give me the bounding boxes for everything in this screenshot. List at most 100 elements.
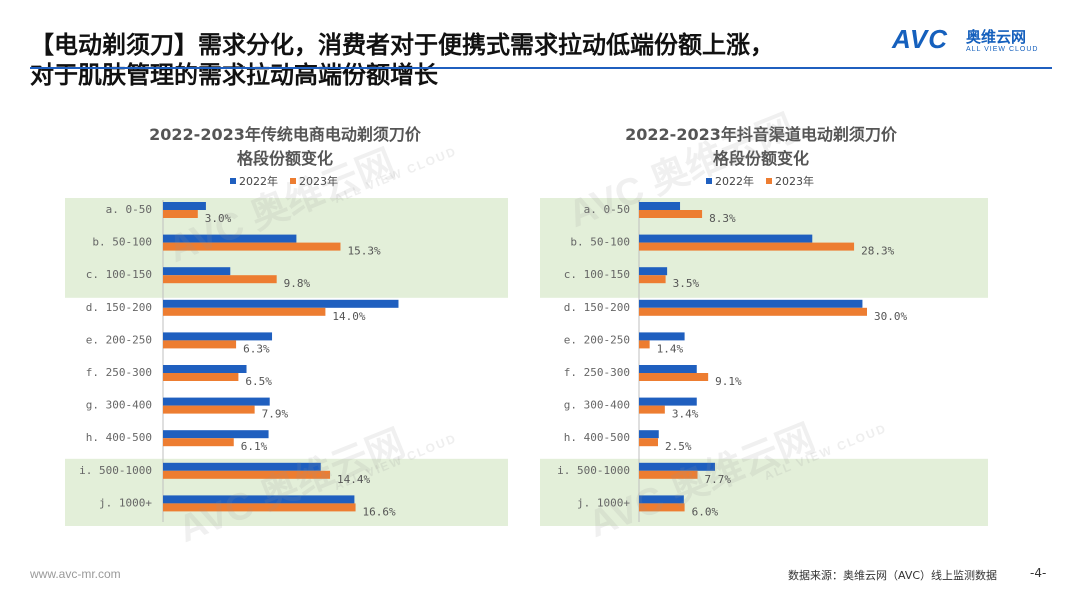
bar-1-2022-8 <box>639 462 715 471</box>
category-label-1-6: g. 300-400 <box>564 399 630 412</box>
bar-0-2023-0 <box>163 210 198 218</box>
bar-1-2023-0 <box>639 210 703 218</box>
data-label-1-6: 3.4% <box>672 408 699 421</box>
category-label-0-9: j. 1000+ <box>99 496 152 509</box>
bar-0-2023-6 <box>163 405 255 414</box>
headline-line-1: 【电动剃须刀】需求分化，消费者对于便携式需求拉动低端份额上涨， <box>30 31 774 59</box>
chart-title-1-line-1: 格段份额变化 <box>713 149 809 168</box>
category-label-1-9: j. 1000+ <box>577 496 630 509</box>
bar-1-2022-5 <box>639 365 697 373</box>
bar-1-2022-9 <box>639 495 684 504</box>
category-label-1-3: d. 150-200 <box>564 301 630 314</box>
bar-0-2022-4 <box>163 332 273 341</box>
category-label-1-7: h. 400-500 <box>564 431 630 444</box>
category-label-0-6: g. 300-400 <box>86 399 152 412</box>
data-label-0-5: 6.5% <box>245 375 272 388</box>
page-number: -4- <box>1030 566 1047 580</box>
legend-swatch-0-1 <box>290 178 296 184</box>
data-label-1-2: 3.5% <box>673 277 700 290</box>
category-label-0-2: c. 100-150 <box>86 268 152 281</box>
bar-1-2022-2 <box>639 267 668 276</box>
bar-0-2023-3 <box>163 307 326 316</box>
data-label-0-2: 9.8% <box>284 277 311 290</box>
legend-swatch-1-1 <box>766 178 772 184</box>
category-label-0-8: i. 500-1000 <box>79 464 152 477</box>
legend-label-0-0: 2022年 <box>239 174 278 188</box>
logo-brand: AVC <box>892 24 948 54</box>
bar-1-2023-7 <box>639 438 658 447</box>
category-label-1-5: f. 250-300 <box>564 366 630 379</box>
data-label-0-1: 15.3% <box>347 245 380 258</box>
bar-0-2023-9 <box>163 503 356 512</box>
bar-1-2023-9 <box>639 503 685 512</box>
footer-website: www.avc-mr.com <box>30 567 121 581</box>
legend-label-1-1: 2023年 <box>775 174 814 188</box>
bar-1-2023-8 <box>639 470 698 479</box>
bar-1-2022-0 <box>639 202 681 210</box>
footer-source: 数据来源：奥维云网（AVC）线上监测数据 <box>788 569 998 582</box>
data-label-1-7: 2.5% <box>665 440 692 453</box>
logo-en: ALL VIEW CLOUD <box>966 46 1039 53</box>
chart-title-1-line-0: 2022-2023年抖音渠道电动剃须刀价 <box>625 125 898 144</box>
header-divider <box>30 67 1052 69</box>
bar-1-2023-6 <box>639 405 665 414</box>
data-label-1-3: 30.0% <box>874 310 907 323</box>
data-label-0-4: 6.3% <box>243 342 270 355</box>
data-label-0-3: 14.0% <box>332 310 365 323</box>
bar-0-2023-7 <box>163 438 234 447</box>
legend-label-0-1: 2023年 <box>299 174 338 188</box>
data-label-1-8: 7.7% <box>705 473 732 486</box>
bar-0-2023-1 <box>163 242 341 251</box>
data-label-1-0: 8.3% <box>709 212 736 225</box>
bar-0-2022-5 <box>163 365 247 373</box>
bar-0-2022-2 <box>163 267 231 276</box>
category-label-1-0: a. 0-50 <box>584 203 630 216</box>
category-label-0-7: h. 400-500 <box>86 431 152 444</box>
data-label-1-4: 1.4% <box>657 342 684 355</box>
data-label-0-0: 3.0% <box>205 212 232 225</box>
headline-line-2: 对于肌肤管理的需求拉动高端份额增长 <box>30 61 438 89</box>
logo-cn: 奥维云网 <box>966 28 1027 46</box>
page-headline: 【电动剃须刀】需求分化，消费者对于便携式需求拉动低端份额上涨， 对于肌肤管理的需… <box>30 30 880 90</box>
category-label-0-0: a. 0-50 <box>106 203 152 216</box>
bar-0-2022-1 <box>163 234 297 243</box>
bar-0-2022-0 <box>163 202 206 210</box>
category-label-1-8: i. 500-1000 <box>557 464 630 477</box>
highlight-band-1-1 <box>540 458 988 526</box>
data-label-1-5: 9.1% <box>715 375 742 388</box>
data-label-1-1: 28.3% <box>861 245 894 258</box>
bar-0-2022-9 <box>163 495 355 504</box>
bar-0-2022-7 <box>163 430 269 439</box>
bar-1-2023-1 <box>639 242 855 251</box>
data-label-0-9: 16.6% <box>363 505 396 518</box>
chart-title-0-line-0: 2022-2023年传统电商电动剃须刀价 <box>149 125 422 144</box>
data-label-0-6: 7.9% <box>262 408 289 421</box>
category-label-0-4: e. 200-250 <box>86 333 152 346</box>
category-label-1-4: e. 200-250 <box>564 333 630 346</box>
bar-1-2022-4 <box>639 332 685 341</box>
bar-0-2022-6 <box>163 397 270 406</box>
bar-1-2023-5 <box>639 373 709 381</box>
bar-0-2023-4 <box>163 340 237 349</box>
chart-title-0-line-1: 格段份额变化 <box>237 149 333 168</box>
avc-logo: AVC 奥维云网 ALL VIEW CLOUD <box>892 24 1062 58</box>
data-label-0-8: 14.4% <box>337 473 370 486</box>
category-label-0-5: f. 250-300 <box>86 366 152 379</box>
legend-label-1-0: 2022年 <box>715 174 754 188</box>
bar-1-2022-1 <box>639 234 813 243</box>
bar-1-2023-3 <box>639 307 867 316</box>
bar-1-2022-7 <box>639 430 659 439</box>
bar-0-2023-8 <box>163 470 331 479</box>
bar-1-2022-3 <box>639 299 863 308</box>
bar-1-2023-4 <box>639 340 650 349</box>
legend-swatch-1-0 <box>706 178 712 184</box>
category-label-1-2: c. 100-150 <box>564 268 630 281</box>
data-label-1-9: 6.0% <box>692 505 719 518</box>
bar-1-2023-2 <box>639 275 666 284</box>
bar-0-2022-8 <box>163 462 321 471</box>
category-label-0-1: b. 50-100 <box>92 236 152 249</box>
bar-0-2023-5 <box>163 373 239 381</box>
bar-0-2023-2 <box>163 275 277 284</box>
legend-swatch-0-0 <box>230 178 236 184</box>
